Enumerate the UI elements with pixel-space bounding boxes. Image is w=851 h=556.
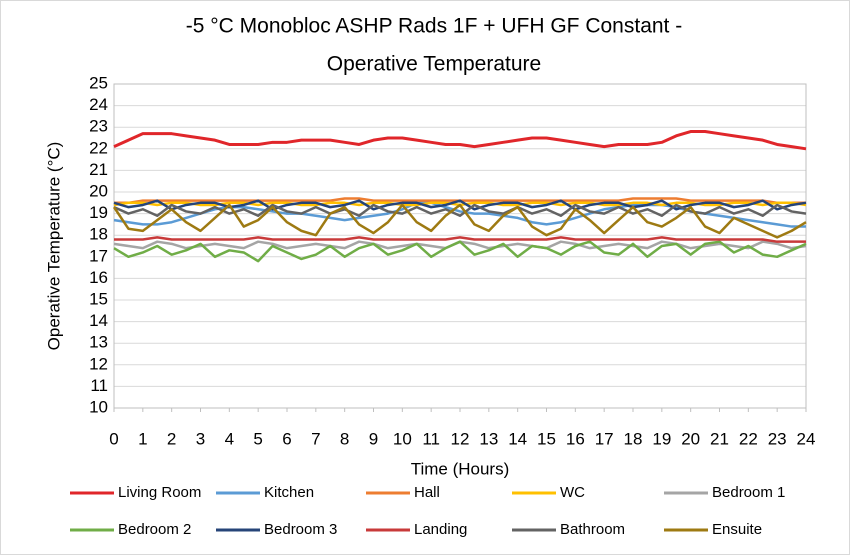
y-tick-label: 19 [89, 203, 108, 222]
legend-label: WC [560, 484, 585, 501]
y-tick-label: 15 [89, 289, 108, 308]
y-tick-label: 20 [89, 181, 108, 200]
series-line [113, 203, 807, 218]
x-tick-label: 0 [109, 429, 118, 448]
x-tick-label: 14 [508, 429, 527, 448]
series-line [113, 240, 807, 263]
x-tick-label: 19 [652, 429, 671, 448]
y-tick-label: 13 [89, 333, 108, 352]
x-tick-label: 18 [624, 429, 643, 448]
x-tick-label: 20 [681, 429, 700, 448]
y-tick-label: 22 [89, 138, 108, 157]
x-tick-label: 11 [422, 429, 440, 448]
x-tick-label: 13 [479, 429, 498, 448]
legend-label: Ensuite [712, 521, 762, 538]
x-tick-label: 8 [340, 429, 349, 448]
x-tick-label: 12 [451, 429, 470, 448]
y-tick-label: 12 [89, 354, 108, 373]
x-tick-label: 6 [282, 429, 291, 448]
x-axis-label: Time (Hours) [411, 459, 510, 478]
y-tick-label: 23 [89, 117, 108, 136]
y-tick-label: 21 [89, 160, 108, 179]
y-tick-label: 14 [89, 311, 108, 330]
x-tick-label: 7 [311, 429, 320, 448]
x-tick-label: 23 [768, 429, 787, 448]
y-axis-label: Operative Temperature (°C) [44, 142, 63, 351]
legend-label: Living Room [118, 484, 201, 501]
legend-label: Bathroom [560, 521, 625, 538]
y-tick-label: 17 [89, 246, 108, 265]
y-tick-label: 25 [89, 73, 108, 92]
y-tick-label: 18 [89, 225, 108, 244]
x-tick-label: 5 [253, 429, 262, 448]
series-line [114, 236, 806, 243]
x-tick-label: 1 [138, 429, 147, 448]
x-tick-label: 2 [167, 429, 176, 448]
x-tick-label: 9 [369, 429, 378, 448]
y-tick-label: 11 [90, 376, 108, 395]
series-line [112, 203, 807, 239]
y-tick-label: 10 [89, 397, 108, 416]
legend-label: Bedroom 1 [712, 484, 785, 501]
legend-label: Bedroom 3 [264, 521, 337, 538]
chart-title: -5 °C Monobloc ASHP Rads 1F + UFH GF Con… [186, 15, 682, 38]
x-tick-label: 21 [710, 429, 729, 448]
legend-label: Hall [414, 484, 440, 501]
series-line [113, 130, 807, 151]
x-tick-label: 22 [739, 429, 758, 448]
x-tick-label: 3 [196, 429, 205, 448]
x-tick-label: 10 [393, 429, 412, 448]
y-tick-label: 16 [89, 268, 108, 287]
legend-label: Landing [414, 521, 467, 538]
legend-label: Kitchen [264, 484, 314, 501]
x-tick-label: 16 [566, 429, 585, 448]
chart-title: Operative Temperature [327, 53, 541, 76]
x-tick-label: 24 [797, 429, 816, 448]
x-tick-label: 17 [595, 429, 614, 448]
x-tick-label: 4 [225, 429, 234, 448]
legend-label: Bedroom 2 [118, 521, 191, 538]
y-tick-label: 24 [89, 95, 108, 114]
x-tick-label: 15 [537, 429, 556, 448]
